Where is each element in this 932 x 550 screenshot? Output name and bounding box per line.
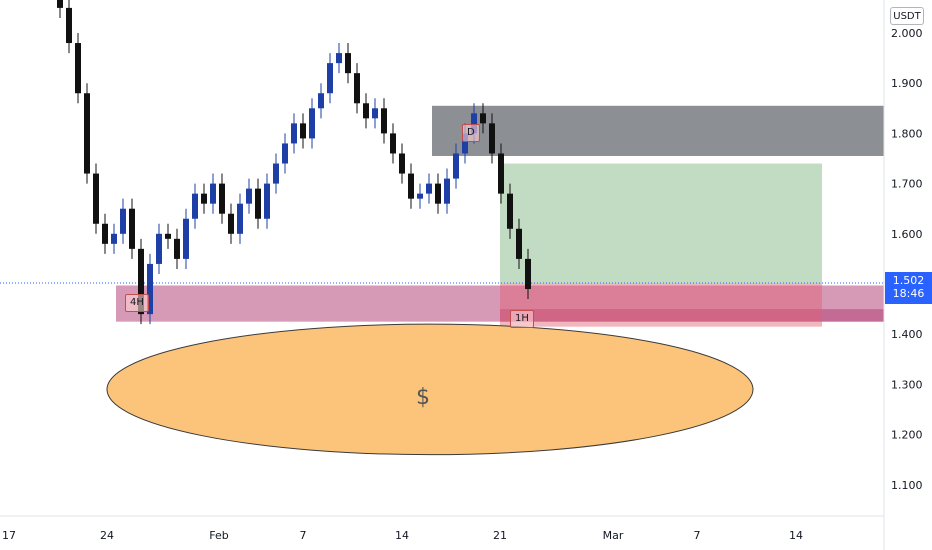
- candle-body[interactable]: [417, 193, 423, 199]
- candle-body[interactable]: [327, 63, 333, 94]
- candle-body[interactable]: [246, 188, 252, 204]
- target-zone-label: $: [416, 385, 430, 410]
- zones-layer: [116, 105, 884, 327]
- candle-body[interactable]: [183, 218, 189, 259]
- candle-body[interactable]: [498, 153, 504, 194]
- candle-body[interactable]: [93, 173, 99, 224]
- candle-body[interactable]: [264, 183, 270, 219]
- candle-body[interactable]: [471, 113, 477, 134]
- candle-body[interactable]: [426, 183, 432, 194]
- position-stop-area[interactable]: [500, 282, 822, 327]
- last-price-badge: 1.502 18:46: [885, 272, 932, 304]
- time-tick-label: Feb: [209, 529, 228, 542]
- candle-body[interactable]: [156, 233, 162, 264]
- candle-body[interactable]: [138, 248, 144, 315]
- candle-body[interactable]: [435, 183, 441, 204]
- price-tick-label: 1.600: [891, 228, 923, 241]
- price-tick-label: 1.400: [891, 328, 923, 341]
- time-tick-label: Mar: [603, 529, 624, 542]
- price-tick-label: 1.200: [891, 429, 923, 442]
- candle-body[interactable]: [453, 153, 459, 179]
- time-tick-label: 24: [100, 529, 114, 542]
- time-axis[interactable]: 17 24 Feb 7 14 21 Mar 7 14: [2, 529, 803, 542]
- candle-body[interactable]: [462, 133, 468, 154]
- candle-body[interactable]: [282, 143, 288, 164]
- candle-body[interactable]: [363, 103, 369, 119]
- zone-1h[interactable]: [500, 309, 884, 322]
- candle-body[interactable]: [84, 93, 90, 174]
- candle-body[interactable]: [192, 193, 198, 219]
- candle-body[interactable]: [399, 153, 405, 174]
- candle-body[interactable]: [390, 133, 396, 154]
- candle-body[interactable]: [381, 108, 387, 134]
- time-tick-label: 21: [493, 529, 507, 542]
- candle-body[interactable]: [372, 108, 378, 119]
- zone-label-4h: 4H: [125, 294, 149, 312]
- time-tick-label: 14: [789, 529, 803, 542]
- candle-body[interactable]: [291, 123, 297, 144]
- candle-body[interactable]: [300, 123, 306, 139]
- price-tick-label: 1.900: [891, 77, 923, 90]
- price-axis[interactable]: 2.0001.9001.8001.7001.6001.5001.4001.300…: [891, 27, 923, 492]
- countdown-value: 18:46: [892, 287, 925, 300]
- time-tick-label: 17: [2, 529, 16, 542]
- candle-body[interactable]: [174, 238, 180, 259]
- price-tick-label: 1.700: [891, 178, 923, 191]
- candle-body[interactable]: [345, 53, 351, 74]
- candle-body[interactable]: [336, 53, 342, 64]
- time-tick-label: 7: [694, 529, 701, 542]
- candle-body[interactable]: [165, 233, 171, 239]
- time-tick-label: 7: [300, 529, 307, 542]
- time-tick-label: 14: [395, 529, 409, 542]
- candle-body[interactable]: [57, 0, 63, 8]
- candle-body[interactable]: [129, 208, 135, 249]
- candle-body[interactable]: [255, 188, 261, 219]
- candle-body[interactable]: [273, 163, 279, 184]
- candles-layer: [57, 0, 531, 325]
- currency-badge[interactable]: USDT: [890, 7, 924, 25]
- candle-body[interactable]: [66, 7, 72, 44]
- zone-d[interactable]: [432, 105, 884, 156]
- candle-body[interactable]: [507, 193, 513, 229]
- last-price-value: 1.502: [892, 274, 925, 287]
- candle-body[interactable]: [480, 113, 486, 124]
- candle-body[interactable]: [147, 263, 153, 315]
- price-tick-label: 1.300: [891, 378, 923, 391]
- candle-body[interactable]: [489, 123, 495, 154]
- candle-body[interactable]: [219, 183, 225, 214]
- candle-body[interactable]: [228, 213, 234, 234]
- position-target-area[interactable]: [500, 163, 822, 283]
- candle-body[interactable]: [201, 193, 207, 204]
- candle-body[interactable]: [516, 228, 522, 259]
- price-tick-label: 1.100: [891, 479, 923, 492]
- candle-body[interactable]: [210, 183, 216, 204]
- candle-body[interactable]: [120, 208, 126, 234]
- candle-body[interactable]: [75, 43, 81, 94]
- candle-body[interactable]: [102, 223, 108, 244]
- zone-label-1h: 1H: [510, 310, 534, 328]
- candle-body[interactable]: [318, 93, 324, 109]
- candle-body[interactable]: [408, 173, 414, 199]
- candle-body[interactable]: [111, 233, 117, 244]
- candle-body[interactable]: [444, 178, 450, 204]
- candle-body[interactable]: [525, 258, 531, 290]
- candle-body[interactable]: [354, 73, 360, 104]
- target-ellipse: [106, 323, 754, 456]
- zone-label-d: D: [462, 124, 480, 142]
- price-tick-label: 1.800: [891, 127, 923, 140]
- candle-body[interactable]: [309, 108, 315, 139]
- candle-body[interactable]: [237, 203, 243, 234]
- price-tick-label: 2.000: [891, 27, 923, 40]
